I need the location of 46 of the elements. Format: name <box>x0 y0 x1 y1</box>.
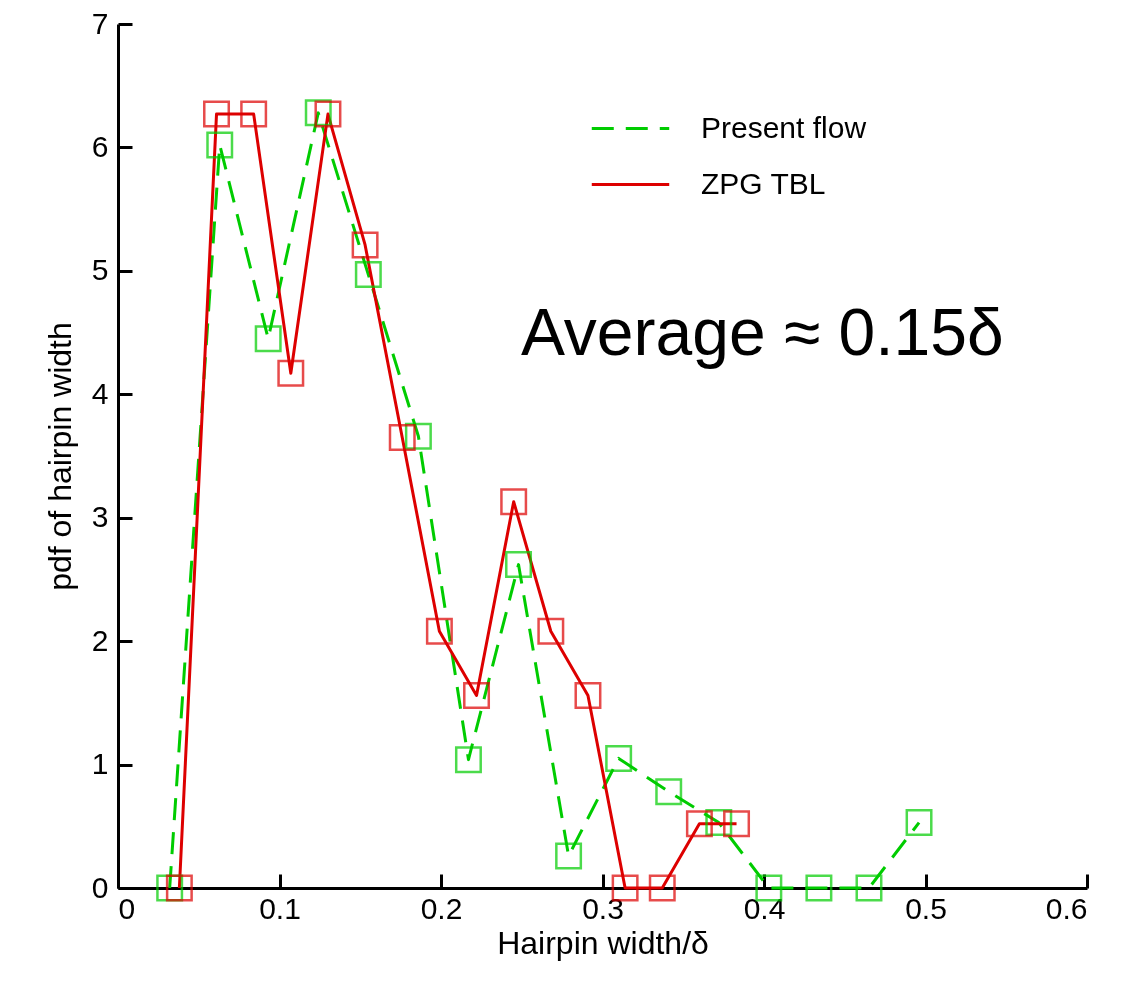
x-tick-label: 0.4 <box>743 891 786 925</box>
y-tick-label: 1 <box>91 747 109 781</box>
y-tick-label: 0 <box>91 870 109 904</box>
point <box>454 746 482 774</box>
point <box>240 100 268 128</box>
point <box>855 874 883 902</box>
x-tick-label: 0.6 <box>1045 891 1088 925</box>
point <box>685 810 713 838</box>
x-tick-label: 0.2 <box>420 891 463 925</box>
y-tick-label: 3 <box>91 500 109 534</box>
point <box>655 778 683 806</box>
y-tick-label: 7 <box>91 6 109 40</box>
point <box>648 874 676 902</box>
point <box>354 261 382 289</box>
point <box>388 423 416 451</box>
point <box>425 617 453 645</box>
point <box>805 874 833 902</box>
point <box>314 100 342 128</box>
point <box>723 810 751 838</box>
point <box>537 617 565 645</box>
legend-label: Present flow <box>701 110 867 144</box>
annotation: Average ≈ 0.15δ <box>521 295 1004 369</box>
point <box>555 842 583 870</box>
x-tick-label: 0.5 <box>905 891 947 925</box>
y-tick-label: 2 <box>91 623 109 657</box>
point <box>463 681 491 709</box>
y-tick-label: 5 <box>91 253 109 287</box>
x-tick-label: 0 <box>118 891 136 925</box>
point <box>254 325 282 353</box>
y-tick-label: 6 <box>91 129 109 163</box>
point <box>203 100 231 128</box>
x-axis-title: Hairpin width/δ <box>497 924 709 961</box>
point <box>351 231 379 259</box>
point <box>905 809 933 837</box>
point <box>165 874 193 902</box>
point <box>206 131 234 159</box>
point <box>605 744 633 772</box>
point <box>505 551 533 579</box>
legend-label: ZPG TBL <box>701 166 826 200</box>
x-tick-label: 0.1 <box>259 891 301 925</box>
point <box>500 488 528 516</box>
y-tick-label: 4 <box>91 376 109 410</box>
y-axis-title: pdf of hairpin width <box>41 322 78 591</box>
point <box>574 681 602 709</box>
point <box>277 359 305 387</box>
x-tick-label: 0.3 <box>582 891 624 925</box>
